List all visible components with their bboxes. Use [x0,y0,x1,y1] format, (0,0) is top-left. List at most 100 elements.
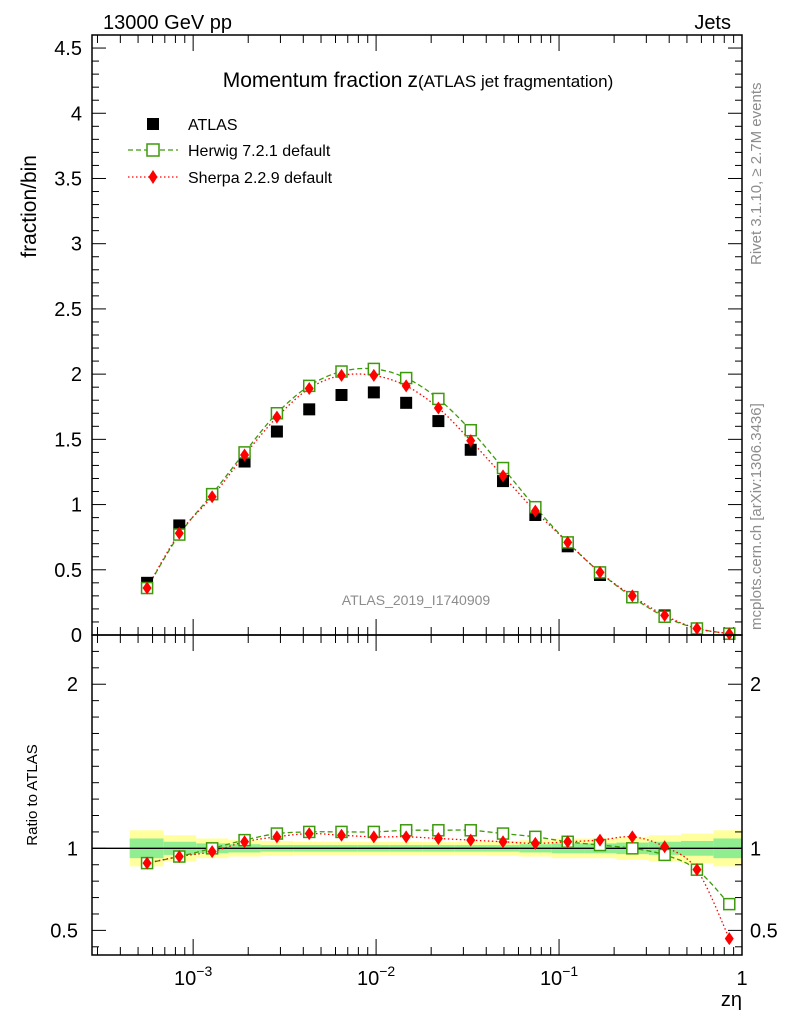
ratio-marker-sherpa [692,863,702,877]
ratio-marker-herwig [723,897,736,911]
ratio-markers [140,824,736,946]
main-marker-sherpa [240,448,250,462]
main-plot-panel: 0 0.5 1 1.5 2 2.5 3 3.5 4 4.5 fraction/bin Moment… [18,34,743,647]
main-marker-atlas [335,389,348,401]
ratio-y-tick-label-right: 1 [750,838,761,860]
ratio-marker-sherpa [272,830,282,844]
ratio-marker-sherpa [563,835,573,849]
main-marker-sherpa [466,434,476,448]
y-tick-label: 1 [71,495,82,517]
main-marker-atlas [270,425,283,438]
legend-label-sherpa: Sherpa 2.2.9 default [188,170,333,187]
x-tick-base: 1 [736,968,747,990]
y-tick-label: 4.5 [54,38,82,60]
ratio-marker-sherpa [174,850,184,864]
analysis-label: ATLAS_2019_I1740909 [342,592,491,608]
main-marker-sherpa [207,490,217,504]
ratio-marker-herwig [626,842,639,855]
chart-title-symbol: z [407,69,418,92]
ratio-y-tick-label-right: 2 [750,674,761,696]
chart-title-main: Momentum fraction [223,69,403,92]
x-tick-base: 10 [174,968,196,990]
x-tick-labels: 10−3 10−2 10−1 1 [174,963,748,990]
x-tick-label: 10−2 [357,963,395,990]
main-marker-sherpa [272,410,282,424]
ratio-marker-sherpa [207,845,217,859]
y-tick-label: 1.5 [54,429,82,451]
ratio-marker-sherpa [466,833,476,847]
ratio-marker-sherpa [142,856,152,870]
site-label: mcplots.cern.ch [arXiv:1306.3436] [748,403,765,630]
rivet-label: Rivet 3.1.10, ≥ 2.7M events [748,83,765,266]
chart-title-suffix: (ATLAS jet fragmentation) [418,72,613,91]
x-tick-exponent: −3 [196,963,212,979]
main-marker-atlas [400,396,413,409]
y-tick-label: 3 [71,234,82,256]
main-marker-sherpa [498,469,508,483]
ratio-y-tick-label-left: 1 [67,838,78,860]
main-marker-herwig [464,423,477,437]
main-marker-sherpa [304,381,314,395]
ratio-marker-sherpa [498,835,508,849]
ratio-marker-sherpa [660,840,670,854]
main-marker-sherpa [563,535,573,549]
main-marker-sherpa [142,581,152,595]
chart-title: Momentum fraction z(ATLAS jet fragmentati… [223,69,614,92]
ratio-y-tick-labels: 0.5 0.5 1 1 2 2 [50,674,778,942]
process-label: Jets [694,12,731,34]
main-marker-sherpa [660,608,670,622]
main-marker-sherpa [627,589,637,603]
ratio-y-tick-label-left: 0.5 [50,920,78,942]
main-marker-atlas [464,443,477,456]
ratio-marker-sherpa [530,836,540,850]
main-markers [140,362,736,641]
y-tick-label: 4 [71,103,82,125]
ratio-marker-sherpa [304,827,314,841]
ratio-marker-sherpa [240,835,250,849]
ratio-ticks [92,634,743,955]
ratio-marker-sherpa [401,830,411,844]
ratio-frame [91,634,743,956]
ratio-y-tick-label-right: 0.5 [750,920,778,942]
legend: ATLAS Herwig 7.2.1 default Sherpa 2.2.9 … [128,117,333,187]
main-y-tick-labels: 0 0.5 1 1.5 2 2.5 3 3.5 4 4.5 [54,38,82,647]
y-tick-label: 3.5 [54,168,82,190]
x-tick-label: 10−3 [174,963,212,990]
y-tick-label: 0.5 [54,560,82,582]
y-axis-label: fraction/bin [18,155,41,258]
x-axis-label: zη [721,989,742,1011]
main-marker-atlas [367,386,380,399]
x-tick-label: 10−1 [540,963,578,990]
ratio-marker-sherpa [337,828,347,842]
main-marker-sherpa [530,504,540,518]
legend-marker-sherpa [148,170,158,184]
ratio-marker-sherpa [724,932,734,946]
y-tick-label: 0 [71,625,82,647]
main-ticks [92,34,743,636]
ratio-marker-sherpa [433,831,443,845]
x-tick-base: 10 [540,968,562,990]
x-tick-exponent: −1 [562,963,578,979]
x-tick-label: 1 [736,968,747,990]
main-marker-sherpa [724,627,734,641]
main-marker-sherpa [595,565,605,579]
energy-label: 13000 GeV pp [103,12,232,34]
ratio-y-tick-label-left: 2 [67,674,78,696]
main-marker-sherpa [174,526,184,540]
x-tick-base: 10 [357,968,379,990]
main-marker-atlas [303,403,316,416]
ratio-plot-panel: 0.5 0.51 12 2 10−3 10−2 10−1 1 Ratio to ATLAS … [24,634,778,1011]
y-tick-label: 2.5 [54,299,82,321]
main-marker-sherpa [369,368,379,382]
main-marker-sherpa [433,401,443,415]
main-marker-sherpa [692,621,702,635]
ratio-marker-sherpa [369,830,379,844]
ratio-marker-sherpa [595,833,605,847]
legend-marker-atlas [147,118,159,130]
main-marker-sherpa [337,368,347,382]
x-tick-exponent: −2 [379,963,395,979]
legend-marker-herwig [146,143,160,157]
main-marker-sherpa [401,379,411,393]
y-tick-label: 2 [71,364,82,386]
